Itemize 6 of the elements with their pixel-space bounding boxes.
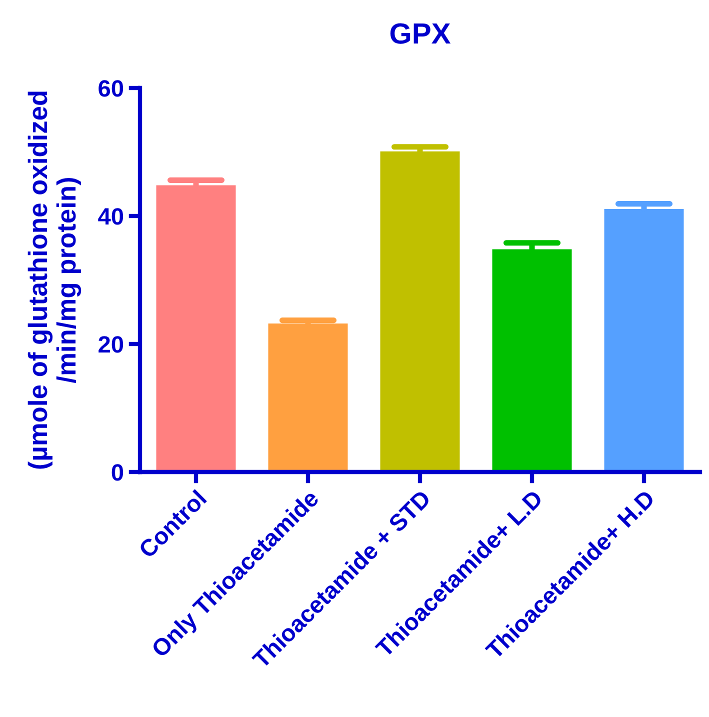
y-tick-label: 20 [98,336,124,353]
y-tick-label: 60 [98,80,124,97]
y-tick-label: 0 [112,464,124,481]
y-tick-label: 40 [98,208,124,225]
y-axis-title: (µmole of glutathione oxidized /min/mg protein) [28,92,82,469]
chart-title: GPX [390,23,451,44]
